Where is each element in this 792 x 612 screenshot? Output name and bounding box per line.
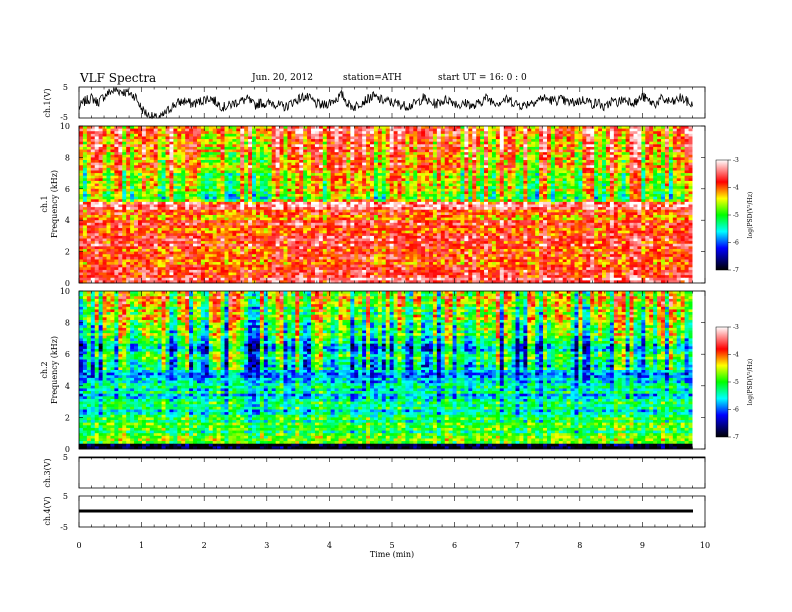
start-time-label: start UT = 16: 0 : 0 [438,73,527,83]
ch1-colorbar-tick--4: -4 [733,185,739,192]
ch1-colorbar-tick--3: -3 [733,157,739,164]
time-tick-5: 5 [389,541,394,550]
ch2-colorbar: -3 -4 -5 -6 -7 log(PSD(V²/Hz) [715,324,754,441]
ch2-channel-label: ch.2 [40,361,49,378]
ch3-waveform-panel: 5 ch.3(V) [43,453,706,489]
ch4-waveform-panel: 5 -5 ch.4(V) [43,492,706,532]
time-tick-10: 10 [700,541,710,550]
ch1-freq-tick-8: 8 [65,153,70,162]
date-label: Jun. 20, 2012 [252,73,314,83]
ch1-ytick-top: 5 [63,83,68,92]
time-tick-4: 4 [327,541,332,550]
ch4-ytick-top: 5 [63,492,68,501]
ch2-spectrogram-panel: 10 8 6 4 2 0 ch.2 Frequency (kHz) [40,287,706,454]
ch3-ylabel: ch.3(V) [43,458,52,487]
ch2-freq-tick-2: 2 [65,413,70,422]
time-tick-3: 3 [264,541,269,550]
ch1-waveform-line [78,86,693,120]
ch3-ytick-top: 5 [63,453,68,462]
ch1-freq-tick-10: 10 [60,122,70,131]
ch1-waveform-trace [78,86,693,120]
ch1-waveform-panel: 5 -5 ch.1(V) [43,83,706,122]
ch4-waveform-trace [79,509,693,513]
ch4-ytick-bottom: -5 [60,523,68,532]
time-axis: 0 1 2 3 4 5 6 7 8 9 10 [76,541,710,550]
ch1-spectrogram-image [79,126,705,284]
ch1-spectrogram-panel: 10 8 6 4 2 0 ch.1 Frequency (kHz) [40,122,706,288]
ch1-colorbar-tick--7: -7 [733,267,739,274]
ch1-ytick-bottom: -5 [60,113,68,122]
ch2-spectrogram-image [79,291,705,450]
ch1-freq-tick-0: 0 [65,279,70,288]
ch1-freq-tick-6: 6 [65,185,70,194]
ch1-colorbar-label: log(PSD(V²/Hz) [747,192,754,239]
ch2-freq-tick-6: 6 [65,350,70,359]
ch2-freq-tick-0: 0 [65,445,70,454]
ch1-colorbar-tick--5: -5 [733,212,739,219]
ch2-colorbar-tick--6: -6 [733,407,739,414]
ch1-colorbar-tick--6: -6 [733,240,739,247]
ch2-freq-ylabel: Frequency (kHz) [50,336,59,404]
ch2-colorbar-tick--5: -5 [733,379,739,386]
ch2-colorbar-tick--7: -7 [733,434,739,441]
ch2-colorbar-tick--3: -3 [733,324,739,331]
ch2-freq-tick-10: 10 [60,287,70,296]
figure-title: VLF Spectra [80,71,157,85]
ch1-ylabel: ch.1(V) [43,88,52,117]
time-tick-2: 2 [202,541,207,550]
ch1-colorbar: -3 -4 -5 -6 -7 log(PSD(V²/Hz) [715,157,754,274]
time-tick-7: 7 [515,541,520,550]
ch2-colorbar-tick--4: -4 [733,352,739,359]
time-tick-8: 8 [577,541,582,550]
ch1-freq-tick-4: 4 [65,216,70,225]
time-tick-9: 9 [640,541,645,550]
time-tick-0: 0 [76,541,81,550]
time-tick-1: 1 [139,541,144,550]
ch1-freq-tick-2: 2 [65,248,70,257]
time-axis-label: Time (min) [370,550,414,559]
station-label: station=ATH [343,73,402,83]
time-tick-marks [78,87,706,527]
ch1-channel-label: ch.1 [40,195,49,212]
ch2-freq-tick-4: 4 [65,382,70,391]
time-tick-6: 6 [452,541,457,550]
ch1-freq-ylabel: Frequency (kHz) [50,170,59,238]
ch4-ylabel: ch.4(V) [43,496,52,525]
ch1-freq-ticks: 10 8 6 4 2 0 [60,122,705,288]
ch2-freq-tick-8: 8 [65,319,70,328]
ch2-freq-ticks: 10 8 6 4 2 0 [60,287,705,454]
ch2-colorbar-label: log(PSD(V²/Hz) [747,359,754,406]
